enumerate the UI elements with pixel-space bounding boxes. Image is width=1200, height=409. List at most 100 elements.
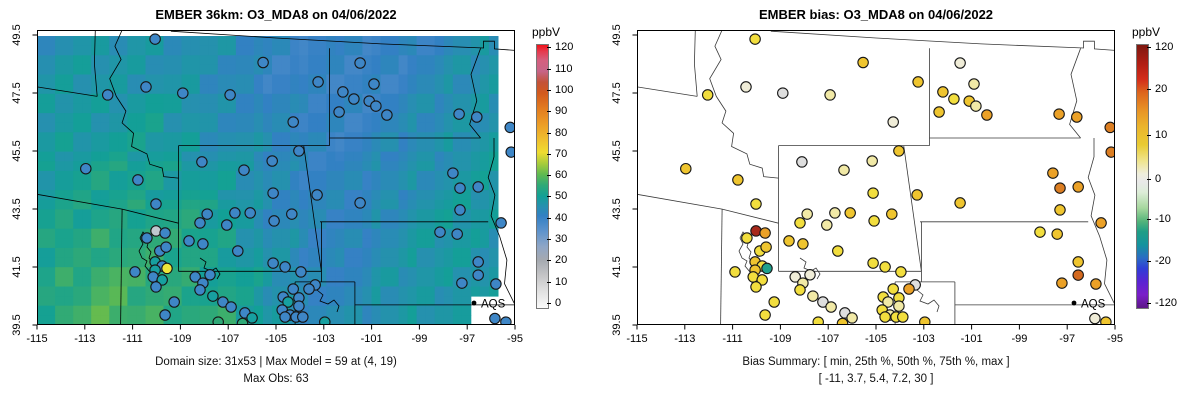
station-marker (150, 198, 162, 210)
station-marker (801, 208, 813, 220)
lake-outline (316, 289, 340, 313)
station-marker (236, 317, 249, 325)
x-tick-label: -107 (217, 333, 240, 345)
y-tick-label: 43.5 (611, 198, 623, 220)
station-marker (287, 283, 299, 295)
colorbar-tick-label: 10 (555, 275, 568, 288)
station-marker (954, 57, 966, 69)
colorbar-tick-label: -10 (1155, 212, 1171, 225)
station-marker (80, 162, 92, 175)
station-marker (303, 283, 315, 295)
colorbar-tick-label: -20 (1155, 255, 1171, 267)
station-marker (354, 197, 366, 209)
station-marker (141, 232, 153, 244)
y-tick-label: 39.5 (611, 314, 623, 336)
station-marker (749, 33, 761, 45)
station-marker (887, 116, 899, 128)
station-marker (368, 78, 380, 90)
station-marker (149, 33, 161, 45)
x-tick-label: -103 (312, 333, 335, 345)
station-marker (194, 217, 206, 229)
station-marker (101, 89, 114, 101)
colorbar-tick (547, 217, 551, 219)
aqs-legend: AQS (1071, 299, 1106, 311)
colorbar-tick-label: 20 (1155, 82, 1168, 95)
left-colorbar: 0 10 20 30 40 50 60 70 80 90 100 110 120 (536, 41, 596, 309)
colorbar-tick (1147, 261, 1151, 262)
station-marker (183, 235, 195, 247)
station-marker (232, 245, 244, 257)
obs-stations (80, 33, 515, 325)
station-marker (1105, 146, 1115, 158)
station-marker (879, 311, 891, 323)
station-marker (832, 245, 844, 257)
station-marker (129, 266, 141, 278)
model-raster (37, 36, 499, 325)
station-marker (817, 296, 829, 308)
station-marker (948, 93, 960, 105)
station-marker (750, 281, 762, 293)
aqs-legend-dot (1071, 300, 1077, 306)
plot-box (37, 30, 515, 325)
y-tick-label: 47.5 (11, 82, 23, 104)
state-border-line (109, 30, 179, 179)
station-marker (759, 227, 771, 239)
station-marker (451, 228, 463, 240)
station-marker (229, 207, 241, 219)
station-marker (212, 316, 224, 325)
colorbar-tick (547, 196, 551, 198)
station-marker (454, 204, 466, 216)
bias-stations (680, 33, 1115, 325)
x-tick-label: -101 (360, 333, 383, 345)
colorbar-tick (1147, 303, 1151, 305)
station-marker (829, 207, 841, 219)
station-marker (807, 290, 819, 302)
station-marker (1072, 181, 1084, 193)
station-marker (768, 296, 780, 308)
station-marker (825, 301, 837, 313)
station-marker (312, 76, 324, 88)
station-marker (1034, 226, 1046, 238)
state-border-line (770, 30, 1115, 51)
station-marker (879, 261, 891, 273)
colorbar-tick-label: 60 (555, 169, 568, 182)
station-marker (201, 208, 213, 220)
station-marker (297, 311, 309, 323)
station-marker (954, 197, 966, 209)
aqs-legend-dot (471, 300, 477, 306)
station-marker (968, 78, 980, 90)
station-marker (140, 81, 152, 93)
colorbar-tick (1147, 134, 1151, 136)
station-marker (504, 121, 515, 134)
station-marker (471, 111, 483, 123)
station-marker (868, 215, 880, 227)
right-colorbar: 120 20 10 0 -10 -20 -120 (1136, 41, 1196, 309)
state-borders (637, 30, 1115, 325)
y-tick-label: 41.5 (611, 256, 623, 278)
y-tick-label: 45.5 (611, 140, 623, 162)
bias-map-content: AQS (637, 30, 1115, 325)
colorbar-tick-label: 50 (555, 190, 568, 203)
station-marker (319, 316, 331, 325)
station-marker (267, 187, 279, 199)
station-marker (981, 109, 993, 121)
station-marker (505, 146, 515, 158)
colorbar-tick-label: 10 (1155, 128, 1168, 141)
colorbar-tick (547, 303, 551, 305)
station-marker (919, 316, 931, 325)
state-borders (37, 30, 515, 325)
colorbar-tick-label: 120 (555, 41, 574, 54)
station-marker (194, 284, 206, 296)
station-marker (893, 145, 905, 157)
station-marker (279, 261, 291, 273)
station-marker (279, 311, 291, 323)
colorbar-tick (1147, 218, 1151, 220)
station-marker (797, 238, 809, 250)
map-content: AQS (37, 30, 515, 325)
station-marker (196, 156, 208, 168)
station-marker (225, 301, 237, 313)
lake-outline (916, 289, 940, 313)
right-caption-bias-values: [ -11, 3.7, 5.4, 7.2, 30 ] (818, 373, 934, 385)
station-marker (160, 241, 172, 253)
